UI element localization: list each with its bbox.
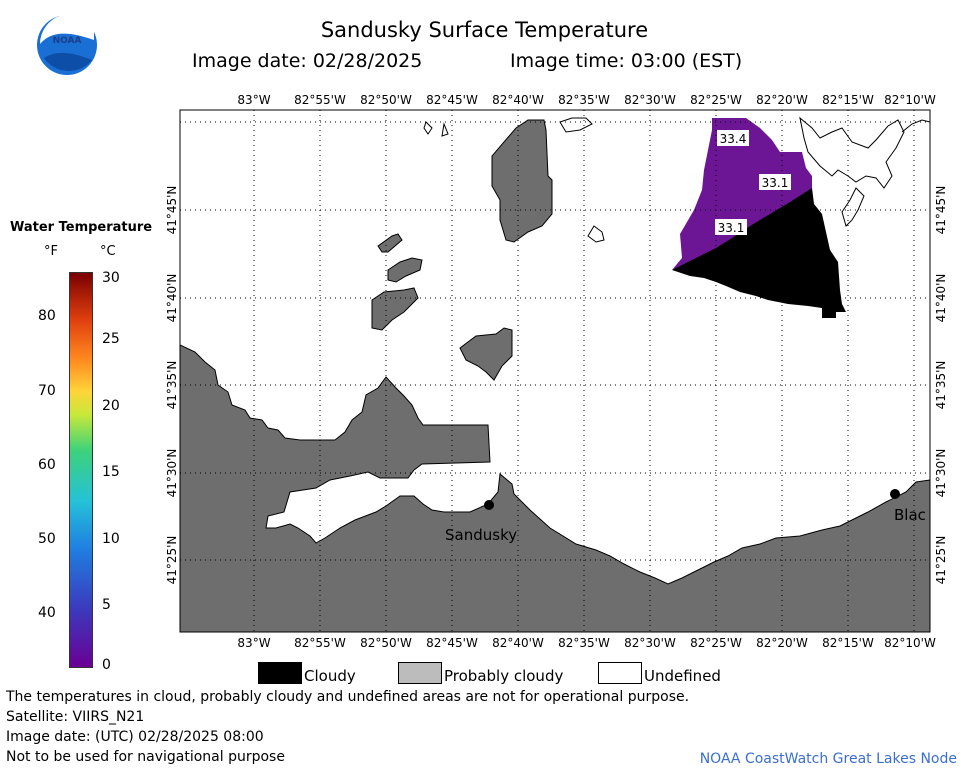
lon-label-top: 82°15'W [822,93,874,107]
temp-label-box [717,130,749,146]
temp-label: 33.4 [720,132,747,146]
lat-label-left: 41°40'N [165,274,179,323]
lon-label-bottom: 82°25'W [690,636,742,650]
colorbar-f-tick: 80 [38,308,56,324]
lat-label-right: 41°35'N [934,361,948,410]
lat-label-right: 41°30'N [934,449,948,498]
lon-label-top: 82°30'W [624,93,676,107]
temp-label: 33.1 [718,221,745,235]
colorbar-c-tick: 25 [102,331,120,347]
lon-label-bottom: 82°10'W [884,636,936,650]
city-label-sandusky: Sandusky [445,526,517,544]
island-south-bass [371,287,419,331]
lon-label-top: 82°50'W [360,93,412,107]
colorbar-c-tick: 10 [102,531,120,547]
colorbar-c-tick: 5 [102,597,111,613]
colorbar-c-tick: 20 [102,398,120,414]
lon-label-top: 82°10'W [884,93,936,107]
footer-disclaimer: The temperatures in cloud, probably clou… [6,689,690,705]
temp-label: 33.1 [762,176,789,190]
island-north-bass [377,233,403,253]
lat-label-right: 41°25'N [934,536,948,585]
colorbar-title: Water Temperature [10,220,153,235]
lat-label-right: 41°40'N [934,274,948,323]
image-date: Image date: 02/28/2025 [192,50,423,72]
footer-satellite: Satellite: VIIRS_N21 [6,709,145,725]
lon-label-top: 82°45'W [426,93,478,107]
colorbar-f-tick: 60 [38,457,56,473]
lon-label-top: 82°40'W [492,93,544,107]
map-frame [179,109,931,633]
legend-label-undefined: Undefined [644,667,721,685]
noaa-logo: NOAA [36,14,98,76]
lat-label-left: 41°45'N [165,186,179,235]
footer-utc-date: Image date: (UTC) 02/28/2025 08:00 [6,729,264,745]
page-title: Sandusky Surface Temperature [320,18,649,42]
legend-swatch-cloudy [258,662,302,684]
footer-navigation-warning: Not to be used for navigational purpose [6,749,285,765]
lat-label-left: 41°25'N [165,536,179,585]
undefined-contours [423,116,930,243]
colorbar-f-tick: 70 [38,383,56,399]
colorbar-c-tick: 30 [102,270,120,286]
city-label-blac: Blac [894,506,926,524]
image-time: Image time: 03:00 (EST) [510,50,743,72]
lon-label-bottom: 83°W [237,636,270,650]
lat-label-left: 41°30'N [165,449,179,498]
island-kelleys [459,327,513,381]
colorbar-f-tick: 50 [38,531,56,547]
temp-label-box [715,219,747,235]
lon-label-bottom: 82°50'W [360,636,412,650]
colorbar [69,272,93,668]
lon-label-bottom: 82°40'W [492,636,544,650]
legend-label-cloudy: Cloudy [304,667,356,685]
colorbar-unit-c: °C [100,244,116,259]
colorbar-c-tick: 15 [102,464,120,480]
lon-label-bottom: 82°55'W [294,636,346,650]
lon-label-bottom: 82°35'W [558,636,610,650]
lon-label-bottom: 82°15'W [822,636,874,650]
island-pelee [491,119,553,243]
water-temperature-area [672,118,812,270]
lon-label-top: 82°55'W [294,93,346,107]
mainland [180,344,930,632]
colorbar-unit-f: °F [44,244,58,259]
city-marker-sandusky [484,500,494,510]
legend-swatch-probably-cloudy [398,662,442,684]
lon-label-top: 82°20'W [756,93,808,107]
graticule [180,110,930,632]
cloudy-area [672,188,846,318]
footer-credit: NOAA CoastWatch Great Lakes Node [699,751,957,767]
lon-label-bottom: 82°30'W [624,636,676,650]
legend-swatch-undefined [598,662,642,684]
city-marker-blac [890,489,900,499]
colorbar-c-tick: 0 [102,657,111,673]
lon-label-bottom: 82°20'W [756,636,808,650]
lon-label-top: 83°W [237,93,270,107]
lon-label-top: 82°35'W [558,93,610,107]
temp-label-box [759,174,791,190]
colorbar-f-tick: 40 [38,605,56,621]
lat-label-right: 41°45'N [934,186,948,235]
legend-label-probably-cloudy: Probably cloudy [444,667,564,685]
lon-label-bottom: 82°45'W [426,636,478,650]
island-middle-bass [387,257,423,283]
lon-label-top: 82°25'W [690,93,742,107]
noaa-logo-text: NOAA [53,36,82,46]
lat-label-left: 41°35'N [165,361,179,410]
